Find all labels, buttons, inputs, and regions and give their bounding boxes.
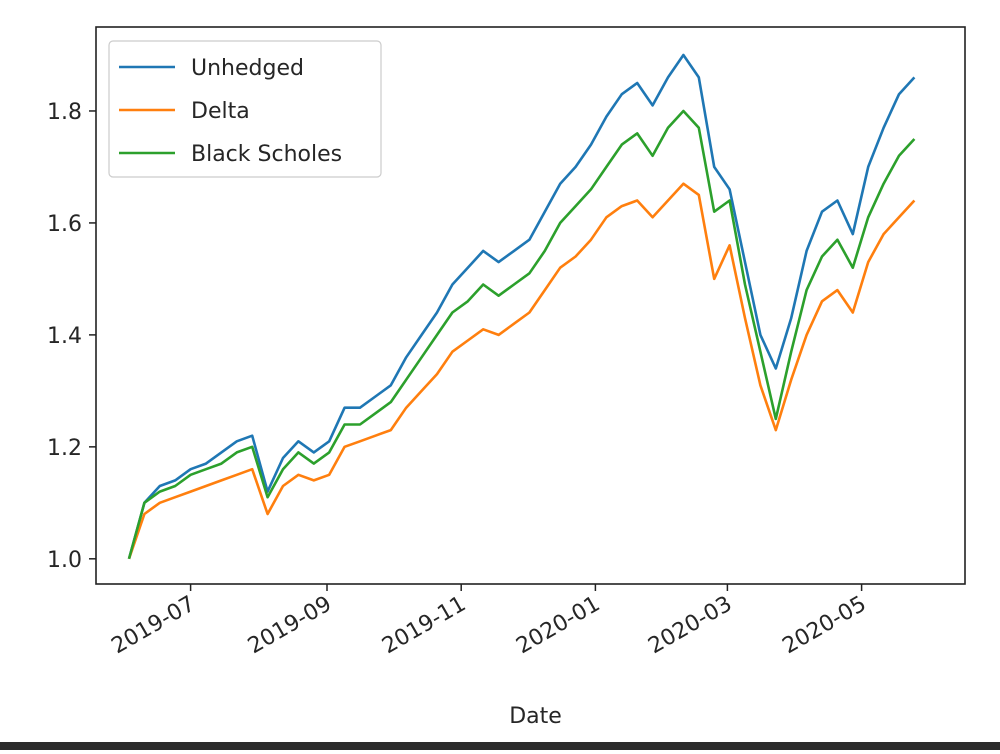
y-tick-label: 1.2: [47, 436, 82, 461]
series-layer: [127, 53, 916, 560]
legend-box: [108, 40, 382, 178]
x-axis-label: Date: [509, 704, 562, 729]
x-tick-label: 2020-01: [512, 592, 604, 660]
x-axis: 2019-07 2019-09 2019-11 2020-01 2020-03 2020-…: [107, 584, 871, 660]
y-tick-label: 1.0: [47, 548, 82, 573]
x-tick-label: 2019-07: [107, 592, 199, 660]
legend-label: Black Scholes: [191, 142, 342, 167]
series-line-2: [127, 109, 916, 560]
legend-label: Unhedged: [191, 56, 304, 81]
y-axis: 1.0 1.2 1.4 1.6 1.8: [47, 100, 96, 573]
y-tick-label: 1.4: [47, 324, 82, 349]
y-tick-label: 1.8: [47, 100, 82, 125]
series-line-0: [127, 53, 916, 560]
legend: Unhedged Delta Black Scholes: [108, 40, 382, 178]
x-tick-label: 2019-11: [378, 592, 470, 660]
x-tick-label: 2020-05: [778, 592, 870, 660]
x-tick-label: 2020-03: [644, 592, 736, 660]
plot-frame: [95, 26, 966, 585]
legend-label: Delta: [191, 99, 250, 124]
x-tick-label: 2019-09: [244, 592, 336, 660]
series-line-1: [127, 182, 916, 560]
y-tick-label: 1.6: [47, 212, 82, 237]
window-bottom-border: [0, 742, 1000, 750]
